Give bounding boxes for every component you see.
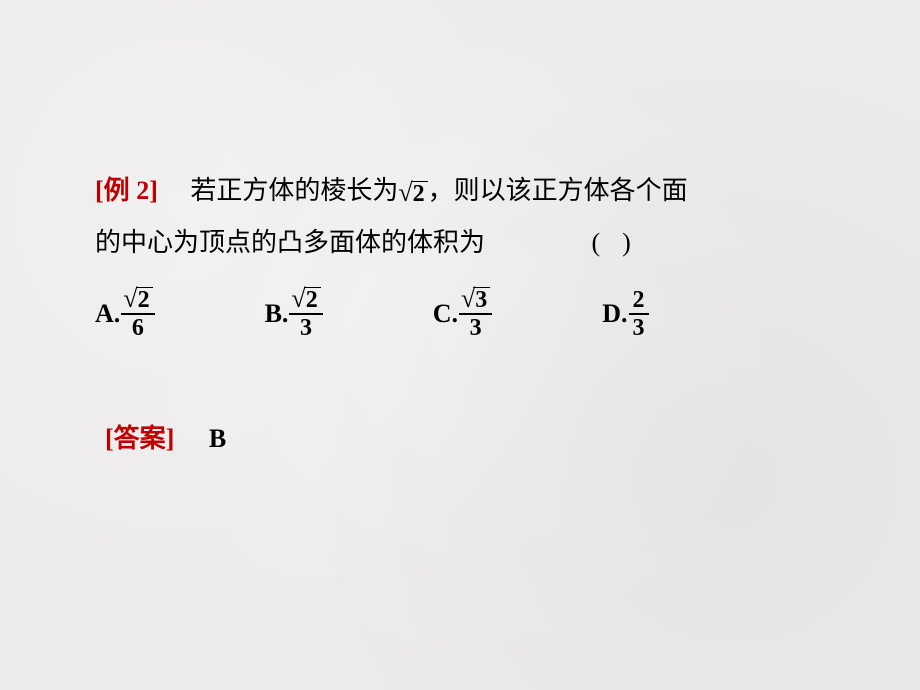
option-d-denominator: 3: [633, 315, 645, 340]
q-text-1: 若正方体的棱长为: [190, 176, 398, 205]
option-d-fraction: 2 3: [629, 288, 649, 340]
option-c-fraction: 3 3: [459, 287, 492, 340]
option-c-sqrt-val: 3: [473, 287, 490, 312]
option-b: B. 2 3: [265, 287, 323, 340]
option-b-label: B.: [265, 299, 289, 329]
ans-bracket-open: [: [105, 424, 114, 453]
option-a-denominator: 6: [132, 315, 144, 340]
option-c-label: C.: [433, 299, 458, 329]
example-cn: 例: [104, 176, 130, 205]
option-a-numerator: 2: [121, 287, 154, 315]
option-c-denominator: 3: [470, 315, 482, 340]
answer-label: [答案]: [105, 424, 174, 453]
sqrt-icon: 2: [291, 287, 320, 312]
option-a-fraction: 2 6: [121, 287, 154, 340]
slide-content: [例 2] 若正方体的棱长为2，则以该正方体各个面 的中心为顶点的凸多面体的体积…: [95, 165, 855, 455]
option-c-numerator: 3: [459, 287, 492, 315]
sqrt-icon: 2: [123, 287, 152, 312]
option-d-label: D.: [602, 299, 627, 329]
answer-paren: (): [592, 228, 653, 257]
sqrt-icon: 3: [461, 287, 490, 312]
q-text-1a: [164, 176, 190, 205]
option-b-numerator: 2: [289, 287, 322, 315]
q-text-3: 的中心为顶点的凸多面体的体积为: [95, 228, 485, 257]
option-b-denominator: 3: [300, 315, 312, 340]
sqrt-inline: 2: [398, 181, 427, 206]
answer-block: [答案] B: [105, 418, 855, 455]
bracket-open: [: [95, 176, 104, 205]
example-num: 2]: [130, 176, 158, 205]
option-d-numerator: 2: [629, 288, 649, 315]
option-a-sqrt-val: 2: [136, 287, 153, 312]
question-line-2: 的中心为顶点的凸多面体的体积为 (): [95, 217, 855, 269]
question-line-1: [例 2] 若正方体的棱长为 2，则以该正方体各个面: [95, 165, 855, 217]
option-b-sqrt-val: 2: [304, 287, 321, 312]
sqrt-radicand: 2: [411, 181, 428, 206]
option-b-fraction: 2 3: [289, 287, 322, 340]
options-row: A. 2 6 B. 2 3 C. 3 3: [95, 287, 855, 340]
option-c: C. 3 3: [433, 287, 493, 340]
example-label: [例 2]: [95, 176, 158, 205]
question-block: [例 2] 若正方体的棱长为 2，则以该正方体各个面 的中心为顶点的凸多面体的体积…: [95, 165, 855, 269]
answer-value: B: [209, 424, 226, 453]
ans-cn: 答案: [114, 424, 166, 453]
option-d: D. 2 3: [602, 287, 648, 340]
ans-bracket-close: ]: [166, 424, 175, 453]
option-a: A. 2 6: [95, 287, 155, 340]
q-text-2: ，则以该正方体各个面: [428, 176, 688, 205]
option-a-label: A.: [95, 299, 120, 329]
